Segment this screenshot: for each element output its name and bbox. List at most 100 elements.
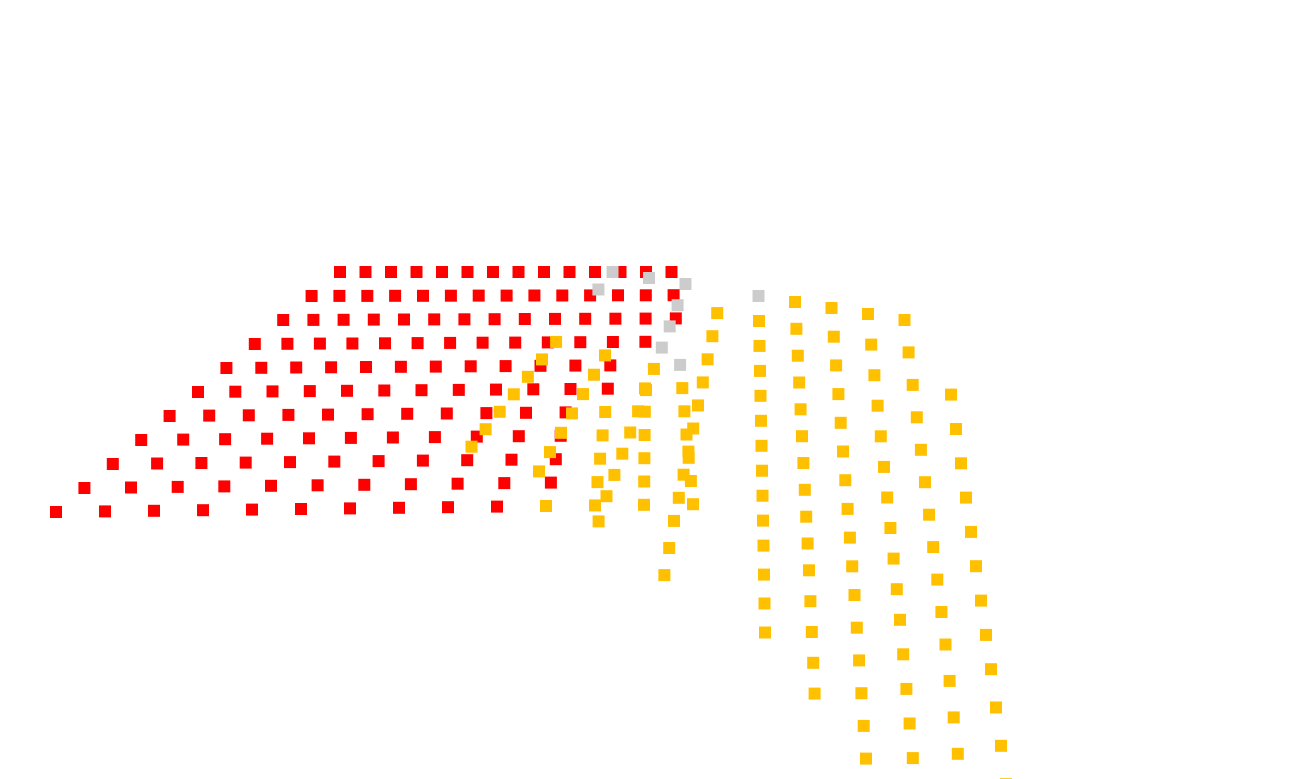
seat-marker xyxy=(334,266,346,278)
seat-marker xyxy=(313,337,326,350)
seat-marker xyxy=(758,597,771,610)
seat-marker xyxy=(903,717,916,730)
seat-marker xyxy=(696,376,709,389)
seat-marker xyxy=(333,289,346,302)
seat-marker xyxy=(220,362,233,374)
seat-marker xyxy=(135,434,148,446)
seat-marker xyxy=(307,313,320,326)
seat-marker xyxy=(757,514,769,527)
seat-marker xyxy=(509,336,522,349)
seat-marker xyxy=(919,476,931,489)
seat-marker xyxy=(476,336,489,349)
seat-marker xyxy=(239,456,252,469)
seat-marker xyxy=(493,405,506,418)
seat-marker xyxy=(540,500,552,512)
seat-marker xyxy=(544,446,556,459)
seat-marker xyxy=(589,499,601,512)
seat-marker xyxy=(995,739,1007,752)
seat-marker xyxy=(218,480,231,493)
seat-marker xyxy=(671,299,684,312)
seat-marker xyxy=(528,289,541,302)
seat-marker xyxy=(868,369,881,382)
seat-marker xyxy=(265,479,277,492)
seat-marker xyxy=(379,337,391,350)
seat-marker xyxy=(796,430,808,443)
seat-marker xyxy=(125,481,137,494)
seat-marker xyxy=(444,336,457,349)
seat-marker xyxy=(282,408,295,421)
seat-marker xyxy=(151,457,164,470)
seat-marker xyxy=(890,583,903,596)
seat-marker xyxy=(855,687,868,700)
seat-marker xyxy=(684,475,697,487)
seat-marker xyxy=(527,383,540,396)
seat-marker xyxy=(606,336,619,348)
seat-marker xyxy=(808,687,821,700)
seat-marker xyxy=(663,542,676,554)
seat-marker xyxy=(970,560,982,573)
seat-marker xyxy=(428,313,441,326)
seat-marker xyxy=(507,388,520,401)
seat-marker xyxy=(106,458,119,470)
seat-marker xyxy=(242,409,255,422)
seat-marker xyxy=(754,389,767,402)
seat-marker xyxy=(830,359,843,372)
seat-marker xyxy=(874,430,887,443)
seat-marker xyxy=(284,456,296,469)
seat-marker xyxy=(246,503,258,516)
seat-marker xyxy=(804,595,817,608)
seat-marker xyxy=(429,360,442,373)
seat-marker xyxy=(277,314,290,326)
seat-marker xyxy=(701,353,714,366)
seat-marker xyxy=(800,510,813,523)
seat-marker xyxy=(827,330,840,343)
seat-marker xyxy=(359,266,372,278)
seat-marker xyxy=(592,283,605,296)
seat-marker xyxy=(665,266,678,278)
seat-marker xyxy=(203,409,216,422)
seat-marker xyxy=(305,290,318,302)
seat-marker xyxy=(643,272,655,284)
seat-marker xyxy=(428,431,441,444)
seat-marker xyxy=(803,564,815,577)
seat-marker xyxy=(599,406,612,418)
seat-marker xyxy=(624,426,637,439)
seat-marker xyxy=(328,455,341,468)
seat-marker xyxy=(843,531,856,544)
seat-marker xyxy=(325,361,338,374)
seat-marker xyxy=(322,408,334,421)
seat-marker xyxy=(846,560,859,573)
seat-marker xyxy=(311,479,324,492)
seat-marker xyxy=(752,290,765,302)
seat-marker xyxy=(945,388,957,401)
seat-marker xyxy=(680,428,693,441)
seat-marker xyxy=(655,341,668,354)
chart-marks xyxy=(50,266,1012,779)
seat-marker xyxy=(755,414,767,427)
seat-marker xyxy=(756,489,769,502)
seat-marker xyxy=(639,335,652,348)
seat-marker xyxy=(647,362,660,375)
seat-marker xyxy=(512,266,525,278)
seat-marker xyxy=(975,594,987,607)
seat-marker xyxy=(479,423,492,436)
seat-marker xyxy=(367,313,380,326)
seat-marker xyxy=(805,626,818,638)
seat-marker xyxy=(341,384,353,397)
seat-marker xyxy=(393,501,405,514)
seat-marker xyxy=(346,337,359,350)
seat-marker xyxy=(674,358,687,371)
seat-marker xyxy=(865,338,878,351)
seat-marker xyxy=(789,296,801,308)
seat-marker xyxy=(536,353,548,366)
seat-marker xyxy=(358,478,371,491)
seat-marker xyxy=(902,346,915,359)
seat-marker xyxy=(500,289,513,302)
seat-marker xyxy=(417,289,429,302)
seat-marker xyxy=(798,483,811,496)
seat-marker xyxy=(923,508,936,521)
seat-marker xyxy=(386,431,399,444)
seat-marker xyxy=(632,405,645,418)
seat-marker xyxy=(910,411,923,424)
seat-marker xyxy=(638,452,651,465)
